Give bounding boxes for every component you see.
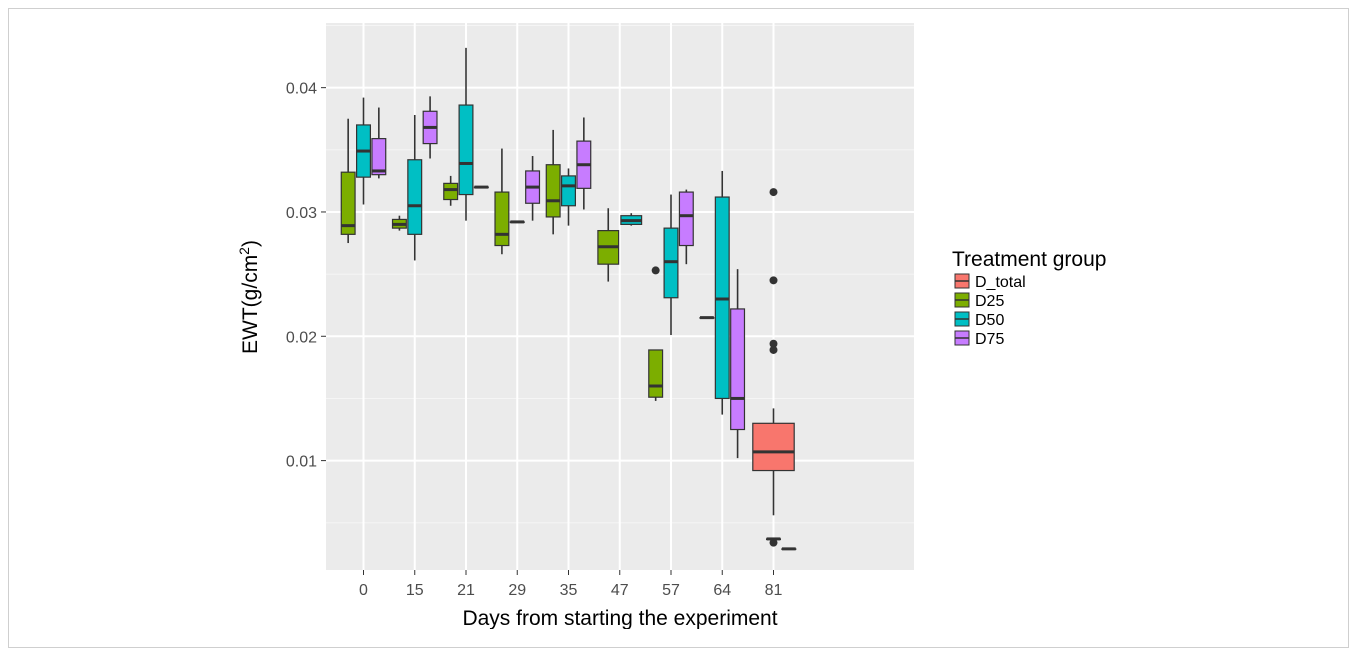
- legend-label: D_total: [975, 274, 1026, 291]
- box-body: [648, 349, 664, 398]
- y-axis-title-superscript: 2: [236, 247, 252, 255]
- legend-item-D75: D75: [954, 330, 1004, 348]
- box-D25-57: [648, 266, 664, 401]
- x-tick-label: 0: [359, 582, 368, 599]
- legend: Treatment group D_total D25 D50 D75: [952, 248, 1106, 348]
- legend-item-D50: D50: [954, 311, 1004, 329]
- x-tick-label: 35: [560, 582, 578, 599]
- x-axis-title: Days from starting the experiment: [462, 607, 777, 629]
- box-D50-57: [663, 194, 679, 336]
- box-D25-29: [494, 148, 510, 255]
- box-D75-15: [422, 96, 438, 159]
- box-body: [340, 171, 356, 235]
- outlier-point: [769, 339, 778, 348]
- outlier-point: [769, 345, 778, 354]
- box-body: [752, 422, 795, 472]
- x-tick-label: 29: [508, 582, 526, 599]
- legend-item-D25: D25: [954, 292, 1004, 310]
- boxplot-chart: 0.01 0.02 0.03 0.04 0 15 21 29 35 47 57 64 81 Days …: [236, 23, 1106, 629]
- x-tick-label: 57: [662, 582, 680, 599]
- y-axis-title-close: ): [239, 240, 262, 247]
- y-tick-label: 0.01: [286, 454, 317, 471]
- y-axis: 0.01 0.02 0.03 0.04: [286, 81, 326, 471]
- legend-label: D50: [975, 312, 1004, 329]
- box-D50-47: [620, 213, 643, 226]
- box-D75-29: [525, 156, 541, 221]
- box-body: [545, 164, 561, 218]
- box-D50-0: [356, 97, 372, 205]
- x-tick-label: 47: [611, 582, 629, 599]
- legend-label: D75: [975, 331, 1004, 348]
- legend-item-D_total: D_total: [954, 273, 1026, 291]
- x-tick-label: 15: [406, 582, 424, 599]
- box-series: [340, 47, 797, 551]
- x-tick-label: 21: [457, 582, 475, 599]
- outlier-point: [651, 266, 660, 275]
- legend-label: D25: [975, 293, 1004, 310]
- box-D_total-81: [752, 188, 795, 547]
- box-D50-64: [714, 170, 730, 415]
- box-D50-15: [407, 114, 423, 261]
- box-body: [458, 104, 474, 196]
- box-D75-81: [781, 547, 797, 551]
- y-tick-label: 0.04: [286, 81, 317, 98]
- box-D75-35: [576, 117, 592, 210]
- y-tick-label: 0.02: [286, 329, 317, 346]
- box-body: [678, 191, 694, 247]
- box-D75-57: [678, 189, 694, 265]
- outlier-point: [769, 188, 778, 197]
- box-D50-35: [560, 168, 576, 226]
- box-body: [407, 159, 423, 235]
- box-D25-47: [597, 208, 620, 282]
- box-D75-0: [371, 107, 387, 179]
- x-tick-label: 64: [713, 582, 731, 599]
- box-D50-29-29: [509, 220, 525, 224]
- outlier-point: [769, 276, 778, 285]
- box-body: [730, 308, 746, 431]
- y-axis-title: EWT(g/cm2): [236, 240, 262, 354]
- box-D25-81: [765, 537, 781, 541]
- box-D75-64: [730, 269, 746, 459]
- box-D25-0: [340, 118, 356, 244]
- legend-title: Treatment group: [952, 248, 1106, 271]
- box-body: [443, 182, 459, 201]
- box-body: [560, 175, 576, 207]
- x-tick-label: 81: [765, 582, 783, 599]
- box-D25-64: [699, 316, 715, 320]
- box-D25-15: [391, 215, 407, 231]
- box-D50-21: [458, 47, 474, 221]
- box-D75-21: [473, 185, 489, 189]
- box-D25-21: [443, 175, 459, 206]
- box-D25-35: [545, 129, 561, 235]
- outlier-point: [769, 538, 778, 547]
- box-body: [371, 138, 387, 176]
- x-axis: 0 15 21 29 35 47 57 64 81: [359, 570, 783, 599]
- y-tick-label: 0.03: [286, 205, 317, 222]
- box-body: [494, 191, 510, 247]
